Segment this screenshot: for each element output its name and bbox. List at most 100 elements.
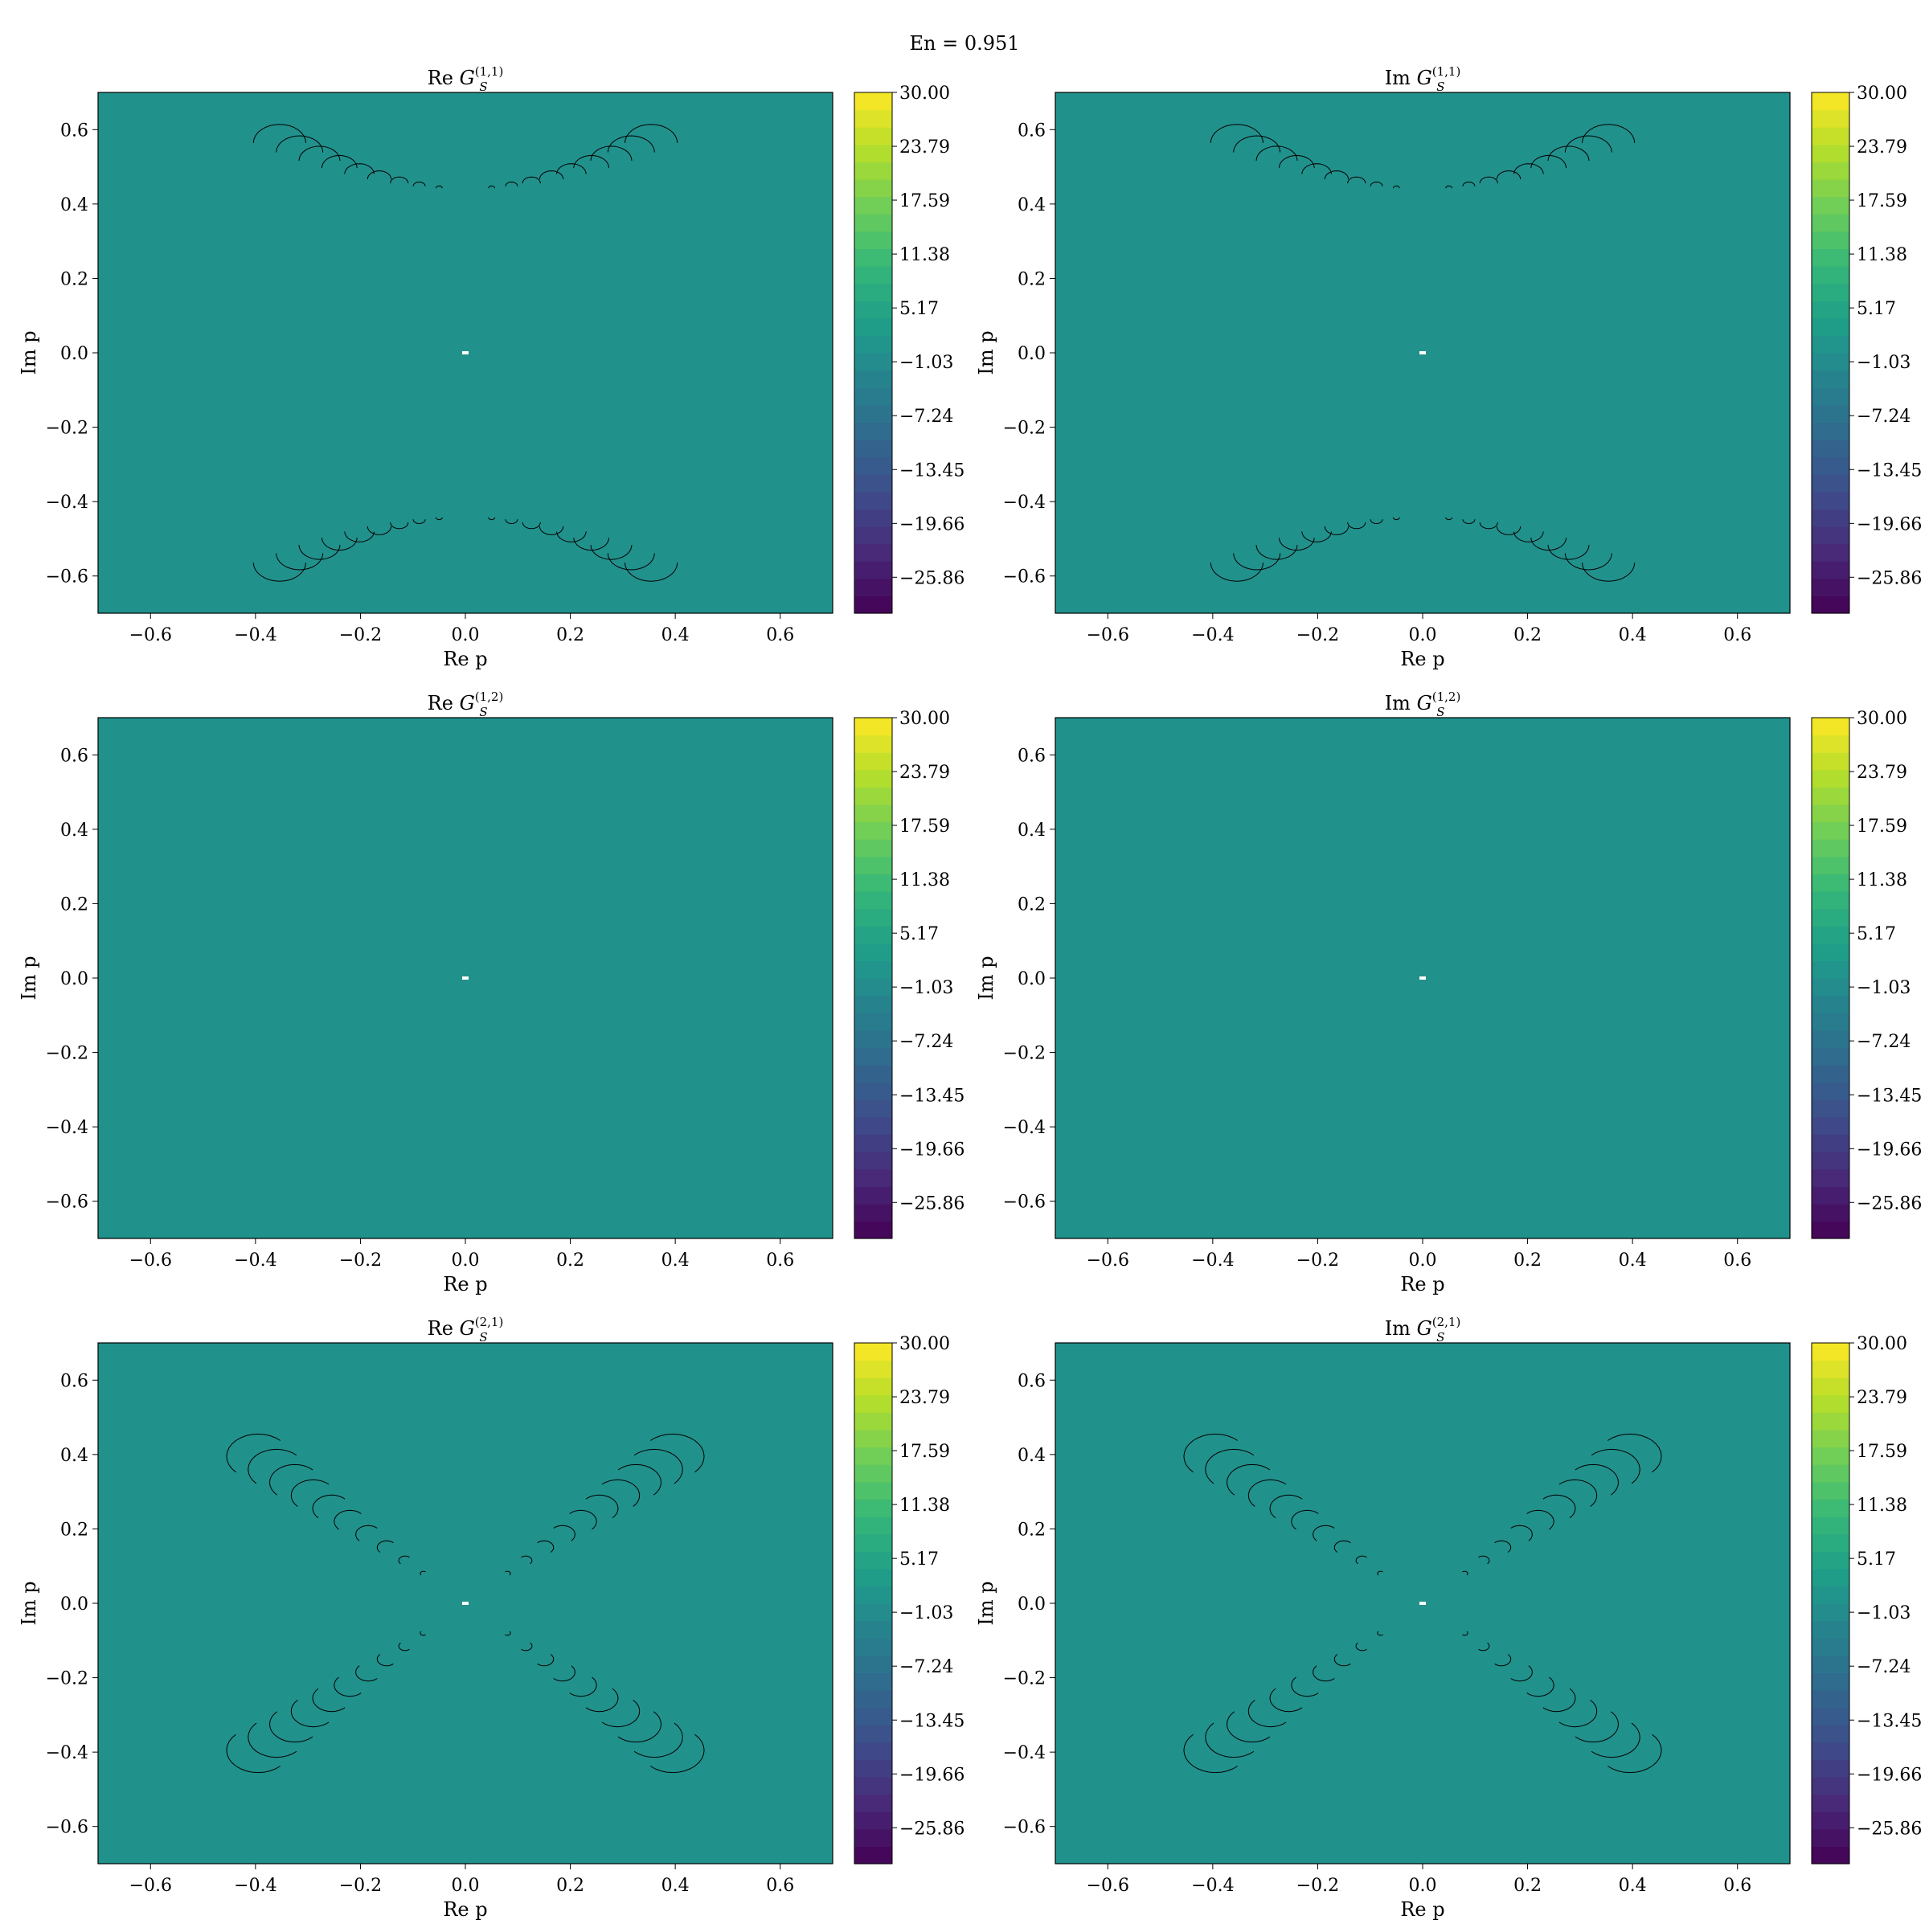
contour-line xyxy=(585,1688,619,1713)
y-tick-label: 0.0 xyxy=(1018,969,1046,989)
colorbar-level xyxy=(1812,1517,1849,1535)
colorbar-level xyxy=(1812,1116,1849,1135)
contour-line xyxy=(344,531,375,542)
colorbar-level xyxy=(1812,1099,1849,1118)
colorbar-level xyxy=(1812,509,1849,527)
colorbar-level xyxy=(854,491,892,510)
colorbar-tick-label: 5.17 xyxy=(899,1549,939,1570)
x-tick-label: −0.2 xyxy=(339,1876,382,1896)
colorbar-level xyxy=(854,1568,892,1586)
colorbar-tick-label: −13.45 xyxy=(899,1711,964,1731)
colorbar-level xyxy=(1812,1152,1849,1170)
colorbar-tick-label: −1.03 xyxy=(1857,353,1911,373)
x-tick-label: −0.4 xyxy=(234,1876,276,1896)
contour-line xyxy=(1575,1711,1620,1743)
colorbar-tick-label: −25.86 xyxy=(1857,1819,1922,1839)
colorbar-frame xyxy=(854,717,893,1239)
contour-line xyxy=(1564,135,1612,153)
colorbar-level xyxy=(1812,370,1849,388)
contour-line xyxy=(298,545,341,560)
contour-line xyxy=(1513,163,1544,174)
colorbar-tick-label: 11.38 xyxy=(899,870,950,890)
y-tick-label: 0.2 xyxy=(60,894,88,915)
colorbar-level xyxy=(854,578,892,596)
colorbar-tick-label: 17.59 xyxy=(1857,191,1907,211)
colorbar-level xyxy=(854,1186,892,1205)
contour-line xyxy=(1575,1463,1620,1496)
contour-line xyxy=(1183,1433,1239,1473)
colorbar-tick-label: −1.03 xyxy=(1857,1603,1911,1623)
colorbar-tick-label: 23.79 xyxy=(1857,763,1907,783)
contour-line xyxy=(276,135,324,153)
colorbar-level xyxy=(1812,1029,1849,1048)
colorbar-tick-label: −13.45 xyxy=(1857,460,1922,481)
colorbar-level xyxy=(1812,1169,1849,1187)
contour-line xyxy=(1496,526,1521,535)
colorbar-level xyxy=(854,387,892,406)
x-tick-label: 0.0 xyxy=(1409,1250,1437,1271)
colorbar-level xyxy=(1812,214,1849,232)
colorbar-tick-label: −1.03 xyxy=(899,353,953,373)
colorbar-tick-label: 23.79 xyxy=(899,1388,950,1408)
contour-line xyxy=(1547,545,1590,560)
x-axis-label: Re p xyxy=(1400,1273,1444,1296)
colorbar-level xyxy=(1812,1412,1849,1431)
y-tick-label: 0.0 xyxy=(60,344,88,364)
contour-line xyxy=(1582,563,1636,582)
colorbar-level xyxy=(1812,1742,1849,1760)
contour-lines xyxy=(226,1433,705,1774)
contour-line xyxy=(412,519,426,525)
contour-line xyxy=(1313,1665,1335,1682)
colorbar-level xyxy=(1812,196,1849,215)
y-tick-label: −0.2 xyxy=(46,419,88,439)
y-tick-label: −0.6 xyxy=(1003,567,1046,587)
x-tick-label: −0.4 xyxy=(1191,625,1234,645)
singularity-marker xyxy=(462,976,469,980)
x-tick-label: −0.4 xyxy=(1191,1250,1234,1271)
colorbar-tick-label: −7.24 xyxy=(899,407,953,427)
colorbar-tick-label: −25.86 xyxy=(1857,1193,1922,1214)
colorbar-level xyxy=(854,943,892,961)
contour-line xyxy=(1269,1688,1303,1713)
colorbar-level xyxy=(854,1152,892,1170)
contour-line xyxy=(1210,563,1263,582)
y-tick-label: −0.4 xyxy=(1003,1118,1046,1138)
colorbar-level xyxy=(1812,561,1849,579)
colorbar-tick-label: 5.17 xyxy=(1857,299,1896,319)
x-tick-label: −0.4 xyxy=(234,1250,276,1271)
colorbar-level xyxy=(854,162,892,180)
singularity-marker xyxy=(1419,976,1426,980)
subplot-1: −0.6 −0.4 −0.2 0.0 0.2 0.4 0.6 0.6 0.4 0.2 0.0 −0.2… xyxy=(18,64,964,670)
colorbar-level xyxy=(854,543,892,562)
contour-line xyxy=(625,563,678,582)
contour-line xyxy=(321,154,358,168)
contour-line xyxy=(1607,1433,1662,1473)
colorbar-level xyxy=(854,456,892,475)
x-tick-label: 0.4 xyxy=(1619,1876,1647,1896)
contour-line xyxy=(590,545,633,560)
colorbar-level xyxy=(1812,1430,1849,1448)
contour-line xyxy=(522,522,541,530)
contour-line xyxy=(268,1463,313,1496)
x-tick-label: 0.2 xyxy=(556,625,584,645)
y-tick-label: 0.4 xyxy=(60,1446,88,1466)
x-tick-label: −0.2 xyxy=(339,1250,382,1271)
colorbar-tick-label: 30.00 xyxy=(899,84,950,104)
x-axis-label: Re p xyxy=(1400,1898,1444,1921)
colorbar-level xyxy=(854,1638,892,1656)
colorbar-level xyxy=(1812,387,1849,406)
colorbar-level xyxy=(1812,422,1849,440)
contour-line xyxy=(1462,1570,1468,1576)
colorbar-level xyxy=(1812,856,1849,874)
contour-line xyxy=(1205,1722,1255,1758)
y-tick-label: 0.6 xyxy=(1018,746,1046,766)
colorbar-level xyxy=(1812,543,1849,562)
colorbar-level xyxy=(854,1464,892,1483)
colorbar-frame xyxy=(1811,92,1850,614)
contour-line xyxy=(1558,1700,1598,1728)
contour-line xyxy=(1530,154,1567,168)
colorbar-level xyxy=(1812,1846,1849,1864)
contour-line xyxy=(607,135,655,153)
colorbar-frame xyxy=(854,1342,893,1864)
